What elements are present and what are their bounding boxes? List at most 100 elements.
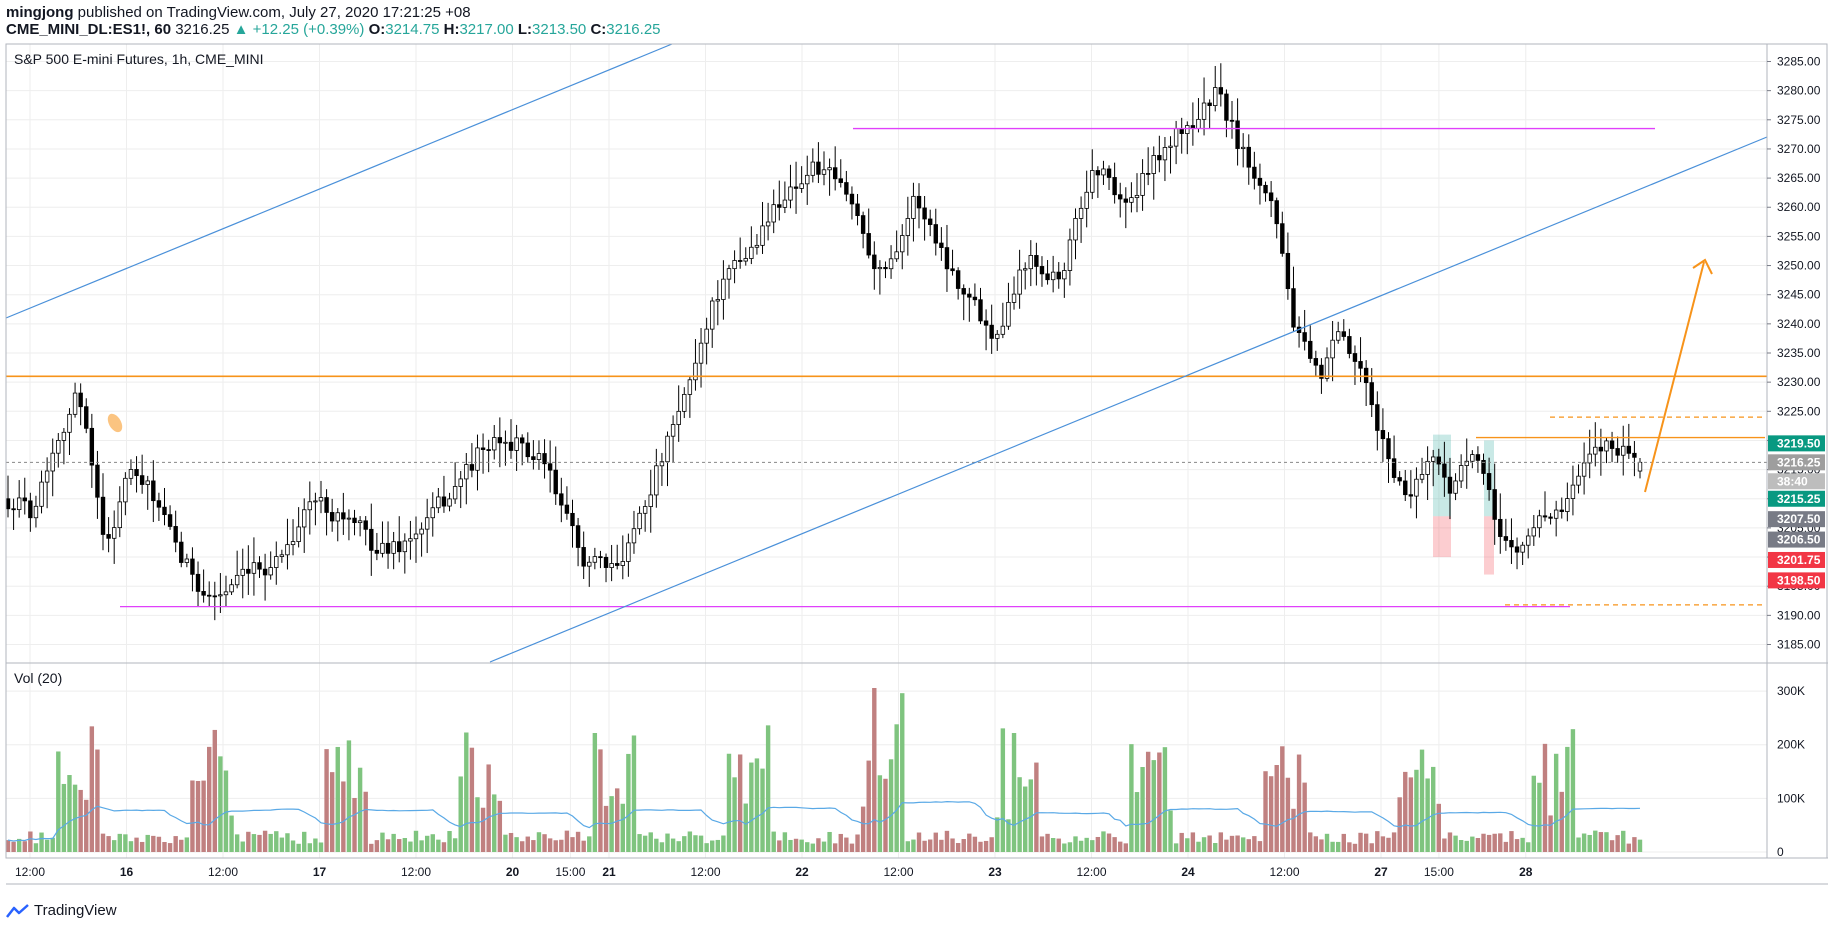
candle-body	[139, 475, 145, 485]
candle-body	[989, 324, 994, 339]
volume-bar	[1431, 766, 1436, 852]
volume-bar	[687, 831, 693, 852]
volume-bar	[452, 838, 458, 852]
volume-bar	[771, 831, 776, 852]
candle-body	[810, 161, 816, 176]
volume-bar	[525, 836, 530, 852]
volume-bar	[106, 836, 111, 852]
candle-body	[933, 224, 938, 244]
volume-bar	[1101, 831, 1106, 852]
volume-bar	[279, 837, 285, 852]
volume-bar	[61, 783, 67, 852]
candle-body	[475, 447, 480, 471]
volume-axis: 300K 200K 100K 0	[1777, 684, 1805, 859]
long-loss-box	[1433, 516, 1451, 558]
time-tick-label: 12:00	[1076, 865, 1106, 879]
volume-bar	[1559, 791, 1564, 852]
candle-body	[307, 501, 313, 511]
candle-body	[234, 574, 240, 586]
volume-bar	[89, 726, 95, 852]
candle-body	[637, 512, 642, 530]
candle-body	[519, 437, 525, 444]
symbol-name[interactable]: CME_MINI_DL:ES1!, 60	[6, 21, 172, 38]
candle-body	[525, 442, 530, 458]
volume-bar	[1207, 835, 1212, 852]
volume-bar	[1246, 839, 1251, 852]
volume-bar	[1168, 810, 1173, 852]
volume-bar	[715, 839, 721, 852]
volume-bar	[318, 842, 324, 852]
candle-body	[1358, 361, 1363, 369]
volume-bar	[1252, 836, 1257, 852]
candle-body	[1034, 255, 1039, 267]
candle-body	[1263, 184, 1268, 194]
candle-body	[1380, 430, 1386, 440]
tradingview-brand[interactable]: TradingView	[6, 902, 117, 919]
volume-bar	[469, 747, 475, 852]
volume-bar	[1235, 835, 1240, 852]
candle-body	[195, 573, 201, 592]
candle-body	[1157, 155, 1162, 161]
volume-bar	[916, 832, 922, 852]
candle-body	[156, 500, 162, 508]
time-axis[interactable]: 12:00 16 12:00 17 12:00 20 15:00 21 12:00 22 12:00…	[15, 865, 1533, 879]
volume-bar	[631, 735, 637, 852]
candle-body	[967, 293, 972, 298]
volume-bar	[1604, 832, 1609, 852]
candle-body	[385, 542, 391, 554]
candle-body	[1419, 474, 1425, 480]
candle-body	[732, 260, 737, 270]
candle-body	[1280, 223, 1285, 254]
volume-bar	[592, 733, 598, 852]
candle-body	[251, 562, 257, 574]
volume-bar	[307, 843, 313, 852]
time-tick-label: 12:00	[401, 865, 431, 879]
volume-bar	[1615, 835, 1620, 852]
volume-bar	[603, 805, 609, 852]
candle-body	[1101, 168, 1106, 176]
price-label-text: 3215.25	[1777, 492, 1821, 506]
candle-body	[257, 562, 262, 570]
price-label-box	[1768, 572, 1825, 589]
volume-bar	[234, 834, 240, 852]
volume-bar	[313, 838, 318, 852]
price-label-box	[1768, 435, 1825, 452]
volume-bar	[1520, 837, 1525, 852]
volume-bar	[838, 833, 843, 852]
candle-body	[737, 260, 743, 262]
volume-bar	[1213, 843, 1218, 852]
candle-body	[1553, 509, 1559, 519]
volume-ma	[7, 800, 1641, 842]
candle-body	[1291, 288, 1296, 328]
volume-bar	[1548, 815, 1553, 852]
candle-body	[1632, 452, 1637, 458]
publisher-user[interactable]: mingjong	[6, 4, 74, 21]
volume-bar	[821, 841, 827, 852]
volume-bar	[1581, 833, 1587, 852]
candle-body	[1576, 475, 1581, 486]
candle-body	[1347, 336, 1352, 354]
candle-body	[201, 591, 206, 596]
candle-body	[598, 556, 603, 559]
volume-bar	[391, 833, 396, 852]
volume-bar	[441, 842, 447, 852]
candle-body	[1615, 448, 1620, 456]
candle-body	[1011, 293, 1017, 303]
volume-bar	[698, 835, 704, 852]
chart-frame	[5, 43, 1828, 885]
volume-bar	[1162, 747, 1168, 852]
volume-bar	[1397, 797, 1402, 852]
volume-bar	[346, 740, 352, 852]
candle-body	[1369, 382, 1374, 406]
volume-bar	[1285, 777, 1291, 852]
price-tick-label: 3245.00	[1777, 288, 1821, 302]
candle-body	[1252, 166, 1257, 179]
volume-bar	[78, 789, 83, 852]
volume-bar	[855, 834, 860, 852]
price-labels: 3219.50 3216.25 38:40 3215.25 3207.50 3206.50…	[1768, 435, 1825, 589]
volume-bar	[905, 841, 911, 852]
volume-bar	[1464, 840, 1469, 852]
price-tick-label: 3225.00	[1777, 404, 1821, 418]
candle-body	[173, 526, 178, 543]
